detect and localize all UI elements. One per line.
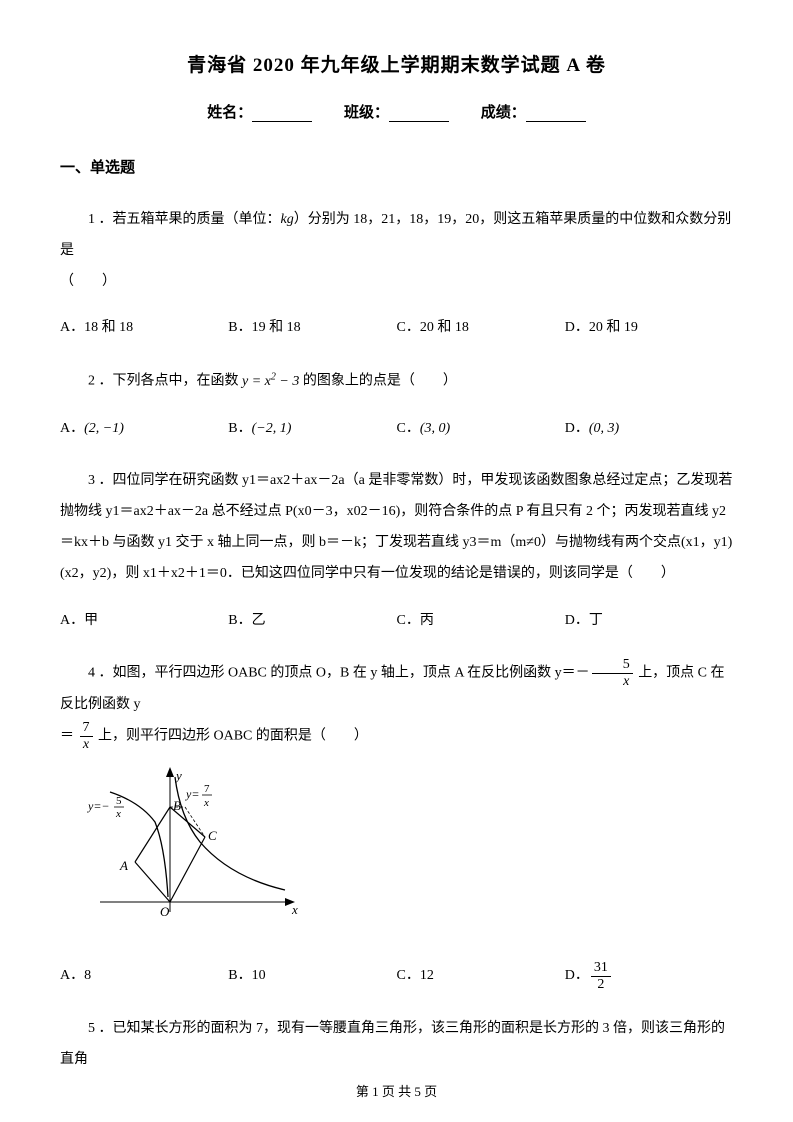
q2-c-pre: C．	[397, 414, 420, 445]
q1-unit: kg	[281, 212, 294, 227]
svg-text:A: A	[119, 858, 128, 873]
q3-opt-a: A．甲	[60, 606, 228, 637]
q4-frac1-den: x	[595, 674, 629, 689]
q4-opt-c: C．12	[397, 961, 565, 992]
class-label: 班级：	[344, 105, 389, 121]
svg-text:y=: y=	[185, 787, 199, 801]
q2-a-pre: A．	[60, 414, 84, 445]
q2-a-val: (2, −1)	[84, 414, 124, 445]
q4-frac2-den: x	[83, 737, 89, 752]
q2-opt-c: C．(3, 0)	[397, 414, 565, 445]
question-3: 3 ．四位同学在研究函数 y1＝ax2＋ax－2a（a 是非零常数）时，甲发现该…	[60, 466, 733, 636]
q1-opt-b: B．19 和 18	[228, 313, 396, 344]
name-blank	[252, 108, 312, 122]
q4-text-a: 4 ．如图，平行四边形 OABC 的顶点 O，B 在 y 轴上，顶点 A 在反比…	[88, 666, 590, 681]
svg-text:y: y	[174, 768, 182, 783]
q2-b-val: (−2, 1)	[252, 414, 292, 445]
q4-d-frac: 312	[591, 961, 611, 992]
svg-text:7: 7	[204, 783, 210, 795]
q4-d-den: 2	[597, 977, 604, 992]
svg-text:C: C	[208, 828, 217, 843]
question-1: 1 ．若五箱苹果的质量（单位：kg）分别为 18，21，18，19，20，则这五…	[60, 205, 733, 344]
class-blank	[389, 108, 449, 122]
q3-opt-d: D．丁	[565, 606, 733, 637]
score-label: 成绩：	[481, 105, 526, 121]
q2-text-b: 的图象上的点是（ ）	[299, 374, 457, 389]
q2-d-val: (0, 3)	[589, 414, 619, 445]
q2-opt-b: B．(−2, 1)	[228, 414, 396, 445]
q1-text-a: 1 ．若五箱苹果的质量（单位：	[88, 212, 281, 227]
q2-c-val: (3, 0)	[420, 414, 450, 445]
q2-opt-a: A．(2, −1)	[60, 414, 228, 445]
q4-opt-d: D． 312	[565, 961, 733, 992]
svg-text:O: O	[160, 904, 170, 919]
q1-opt-c: C．20 和 18	[397, 313, 565, 344]
q2-b-pre: B．	[228, 414, 251, 445]
q3-text: 3 ．四位同学在研究函数 y1＝ax2＋ax－2a（a 是非零常数）时，甲发现该…	[60, 466, 733, 589]
q4-d-pre: D．	[565, 961, 589, 992]
q4-frac1-num: 5	[592, 658, 633, 674]
section-heading: 一、单选题	[60, 156, 733, 177]
page-footer: 第 1 页 共 5 页	[0, 1081, 793, 1100]
question-2: 2 ．下列各点中，在函数 y = x2 − 3 的图象上的点是（ ） A．(2,…	[60, 366, 733, 444]
svg-text:y=−: y=−	[87, 799, 110, 813]
q4-opt-b: B．10	[228, 961, 396, 992]
question-4: 4 ．如图，平行四边形 OABC 的顶点 O，B 在 y 轴上，顶点 A 在反比…	[60, 658, 733, 992]
svg-text:x: x	[203, 797, 209, 809]
question-5: 5 ．已知某长方形的面积为 7，现有一等腰直角三角形，该三角形的面积是长方形的 …	[60, 1014, 733, 1076]
svg-text:x: x	[291, 902, 298, 917]
q4-figure: y x O A B C y=− 5 x y= 7 x	[80, 762, 733, 945]
svg-text:B: B	[173, 798, 181, 813]
q1-opt-d: D．20 和 19	[565, 313, 733, 344]
q4-frac2: 7x	[80, 721, 93, 752]
q2-text-a: 2 ．下列各点中，在函数	[88, 374, 242, 389]
q5-text: 5 ．已知某长方形的面积为 7，现有一等腰直角三角形，该三角形的面积是长方形的 …	[60, 1014, 733, 1076]
q3-opt-b: B．乙	[228, 606, 396, 637]
info-line: 姓名： 班级： 成绩：	[60, 101, 733, 122]
q4-opt-a: A．8	[60, 961, 228, 992]
svg-text:x: x	[115, 808, 121, 820]
q2-formula: y = x2 − 3	[242, 374, 299, 389]
q1-opt-a: A．18 和 18	[60, 313, 228, 344]
score-blank	[526, 108, 586, 122]
q2-opt-d: D．(0, 3)	[565, 414, 733, 445]
q4-text-d: 上，则平行四边形 OABC 的面积是（ ）	[95, 728, 368, 743]
q4-frac1: 5x	[592, 658, 633, 689]
q2-d-pre: D．	[565, 414, 589, 445]
q1-paren: （ ）	[60, 267, 733, 298]
q4-frac2-num: 7	[80, 721, 93, 737]
name-label: 姓名：	[207, 105, 252, 121]
svg-text:5: 5	[116, 795, 122, 807]
q4-text-c: ＝	[60, 728, 78, 743]
q4-d-num: 31	[591, 961, 611, 977]
q3-opt-c: C．丙	[397, 606, 565, 637]
page-title: 青海省 2020 年九年级上学期期末数学试题 A 卷	[60, 50, 733, 77]
